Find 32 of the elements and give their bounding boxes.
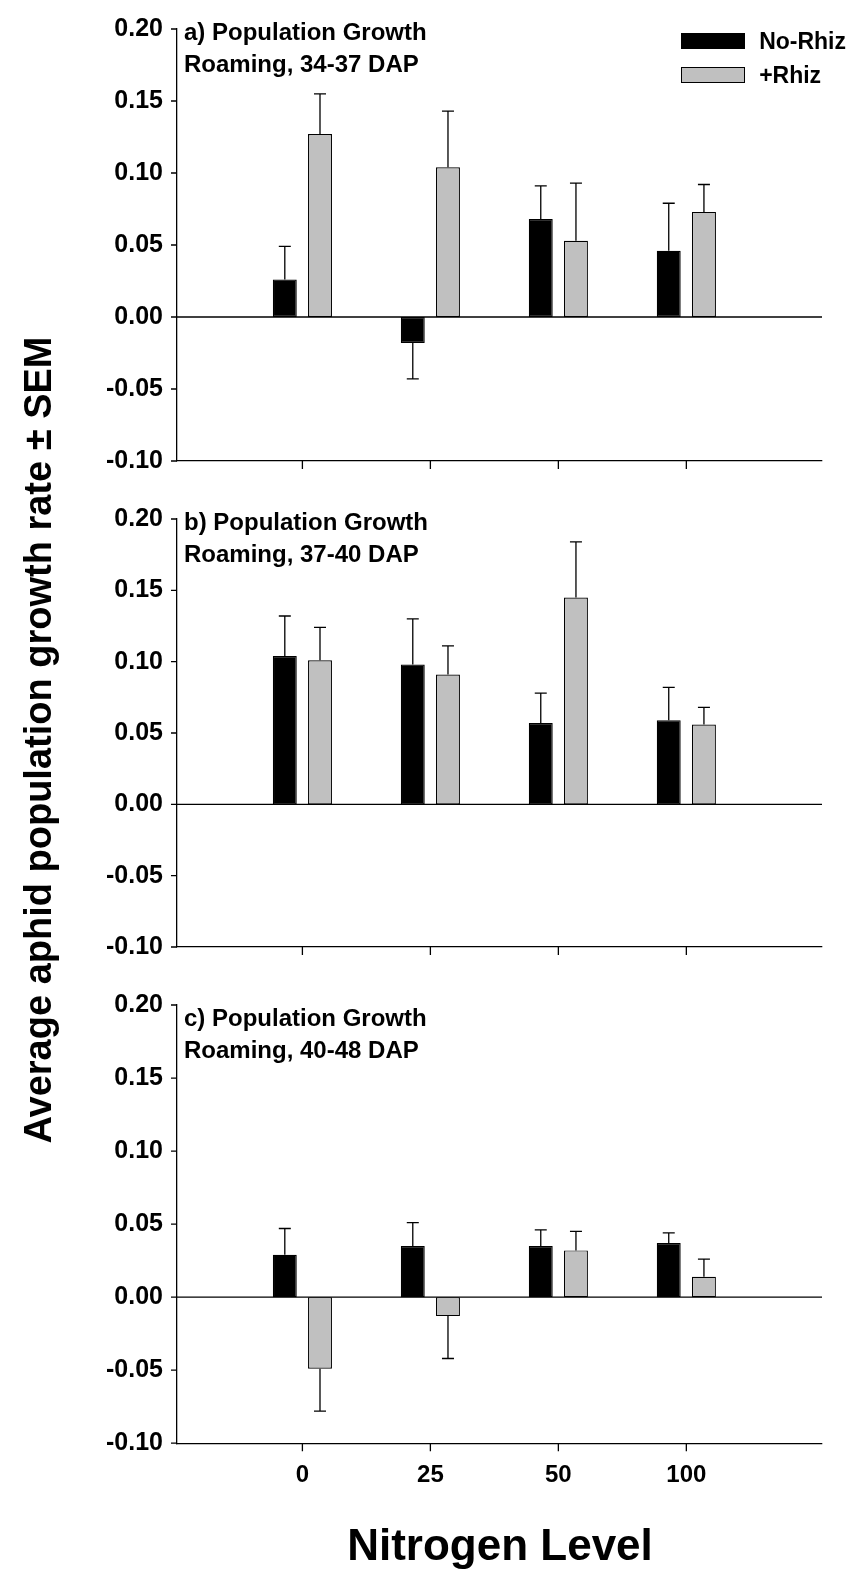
y-tick-label: 0.05 [114, 1207, 164, 1236]
x-tick-label: 50 [545, 1460, 572, 1488]
y-tick-label: 0.05 [114, 228, 164, 257]
y-tick-label: 0.20 [114, 988, 163, 1017]
y-axis-title: Average aphid population growth rate ± SEM [16, 336, 60, 1144]
legend-label: No-Rhiz [759, 27, 846, 55]
y-tick-label: -0.10 [106, 1427, 163, 1456]
y-tick-label: 0.00 [114, 300, 163, 329]
chart-title: b) Population Growth Roaming, 37-40 DAP [184, 507, 428, 569]
y-tick-label: -0.05 [106, 372, 164, 401]
y-tick-label: 0.00 [114, 788, 163, 817]
y-tick-label: 0.15 [114, 574, 164, 603]
chart-title: a) Population Growth Roaming, 34-37 DAP [184, 17, 427, 79]
y-tick-label: 0.10 [114, 1134, 163, 1163]
y-tick-label: 0.10 [114, 645, 163, 674]
y-tick-label: 0.00 [114, 1281, 163, 1310]
text: c) Population Growth Roaming, 40-48 DAP [184, 1003, 427, 1065]
y-tick-label: 0.10 [114, 156, 163, 185]
y-tick-label: 0.15 [114, 84, 164, 113]
x-tick-label: 0 [295, 1460, 310, 1488]
y-tick-label: -0.10 [106, 444, 163, 473]
y-tick-label: 0.20 [114, 502, 163, 531]
legend-label: +Rhiz [759, 61, 822, 89]
y-tick-label: 0.20 [114, 12, 163, 41]
y-tick-label: 0.15 [114, 1061, 164, 1090]
y-tick-label: 0.05 [114, 716, 164, 745]
y-tick-label: -0.10 [106, 930, 163, 959]
x-tick-label: 25 [417, 1460, 444, 1488]
y-tick-label: -0.05 [106, 1354, 164, 1383]
x-axis-title: Nitrogen Level [347, 1520, 653, 1570]
y-tick-label: -0.05 [106, 859, 164, 888]
x-tick-label: 100 [666, 1460, 707, 1488]
